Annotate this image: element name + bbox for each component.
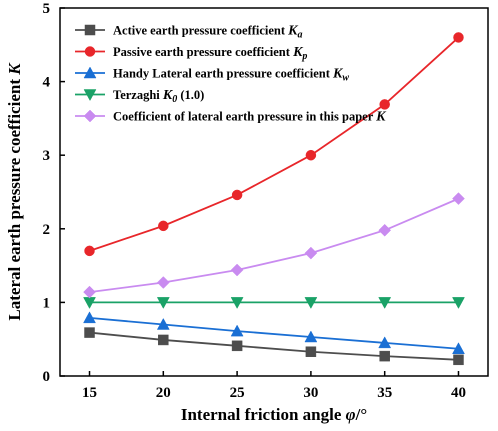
series-0 bbox=[84, 327, 464, 366]
data-point bbox=[453, 32, 464, 43]
y-tick-label: 1 bbox=[43, 295, 51, 311]
plot-frame bbox=[59, 7, 489, 377]
legend-label: Passive earth pressure coefficient Kp bbox=[113, 45, 307, 62]
data-point bbox=[304, 330, 318, 343]
series-layer bbox=[83, 32, 465, 366]
legend-marker bbox=[83, 109, 97, 123]
data-point bbox=[156, 317, 170, 330]
data-point bbox=[379, 350, 390, 362]
data-point bbox=[231, 189, 243, 201]
data-point bbox=[452, 342, 465, 355]
data-point bbox=[83, 311, 96, 324]
data-point bbox=[156, 297, 170, 309]
legend-item: Active earth pressure coefficient Ka bbox=[75, 24, 303, 41]
data-point bbox=[230, 263, 244, 277]
data-point bbox=[304, 297, 318, 309]
legend-item: Coefficient of lateral earth pressure in… bbox=[75, 110, 387, 125]
legend: Active earth pressure coefficient Ka Pass… bbox=[75, 24, 387, 125]
legend-marker bbox=[83, 66, 97, 79]
legend-marker bbox=[83, 89, 97, 102]
x-tick-label: 20 bbox=[156, 385, 171, 401]
data-point bbox=[230, 297, 244, 309]
data-point bbox=[452, 297, 465, 309]
data-point bbox=[305, 149, 317, 161]
data-point bbox=[158, 334, 169, 346]
data-point bbox=[230, 324, 244, 337]
data-point bbox=[378, 223, 392, 237]
legend-item: Handy Lateral earth pressure coefficient… bbox=[75, 66, 349, 84]
y-tick-label: 3 bbox=[43, 148, 51, 164]
data-point bbox=[231, 340, 243, 352]
legend-item: Terzaghi K0 (1.0) bbox=[75, 88, 204, 105]
data-point bbox=[156, 276, 170, 289]
series-1 bbox=[84, 32, 464, 257]
data-point bbox=[453, 354, 464, 366]
x-axis-title: Internal friction angle φ/° bbox=[181, 405, 367, 424]
legend-label: Active earth pressure coefficient Ka bbox=[113, 24, 303, 41]
y-tick-label: 4 bbox=[43, 75, 51, 91]
legend-marker bbox=[84, 46, 96, 57]
x-tick-label: 25 bbox=[230, 385, 245, 401]
y-axis-title: Lateral earth pressure coefficient K bbox=[5, 62, 24, 321]
x-tick-label: 35 bbox=[377, 385, 392, 401]
series-3 bbox=[83, 297, 465, 309]
data-point bbox=[83, 285, 96, 299]
legend-item: Passive earth pressure coefficient Kp bbox=[75, 45, 307, 62]
series-4 bbox=[83, 192, 465, 299]
legend-label: Coefficient of lateral earth pressure in… bbox=[113, 110, 387, 125]
y-tick-label: 0 bbox=[43, 369, 51, 385]
x-tick-label: 15 bbox=[82, 385, 97, 401]
data-point bbox=[378, 336, 392, 349]
axis-ticks: 15 20 25 30 35 40 0 1 2 3 4 5 bbox=[43, 1, 466, 401]
series-line bbox=[89, 331, 459, 361]
data-point bbox=[452, 192, 465, 205]
legend-marker bbox=[84, 24, 96, 36]
legend-label: Handy Lateral earth pressure coefficient… bbox=[113, 67, 349, 84]
legend-label: Terzaghi K0 (1.0) bbox=[113, 88, 204, 105]
x-tick-label: 30 bbox=[303, 385, 318, 401]
data-point bbox=[84, 327, 95, 338]
data-point bbox=[84, 245, 95, 257]
data-point bbox=[378, 297, 392, 309]
data-point bbox=[305, 346, 317, 357]
series-line bbox=[89, 197, 459, 293]
series-line bbox=[89, 316, 459, 350]
series-2 bbox=[83, 311, 465, 355]
x-tick-label: 40 bbox=[451, 385, 466, 401]
y-tick-label: 2 bbox=[43, 222, 51, 238]
y-tick-label: 5 bbox=[43, 1, 51, 17]
data-point bbox=[158, 220, 169, 232]
series-line bbox=[89, 36, 460, 252]
data-point bbox=[379, 99, 390, 110]
data-point bbox=[304, 246, 318, 260]
